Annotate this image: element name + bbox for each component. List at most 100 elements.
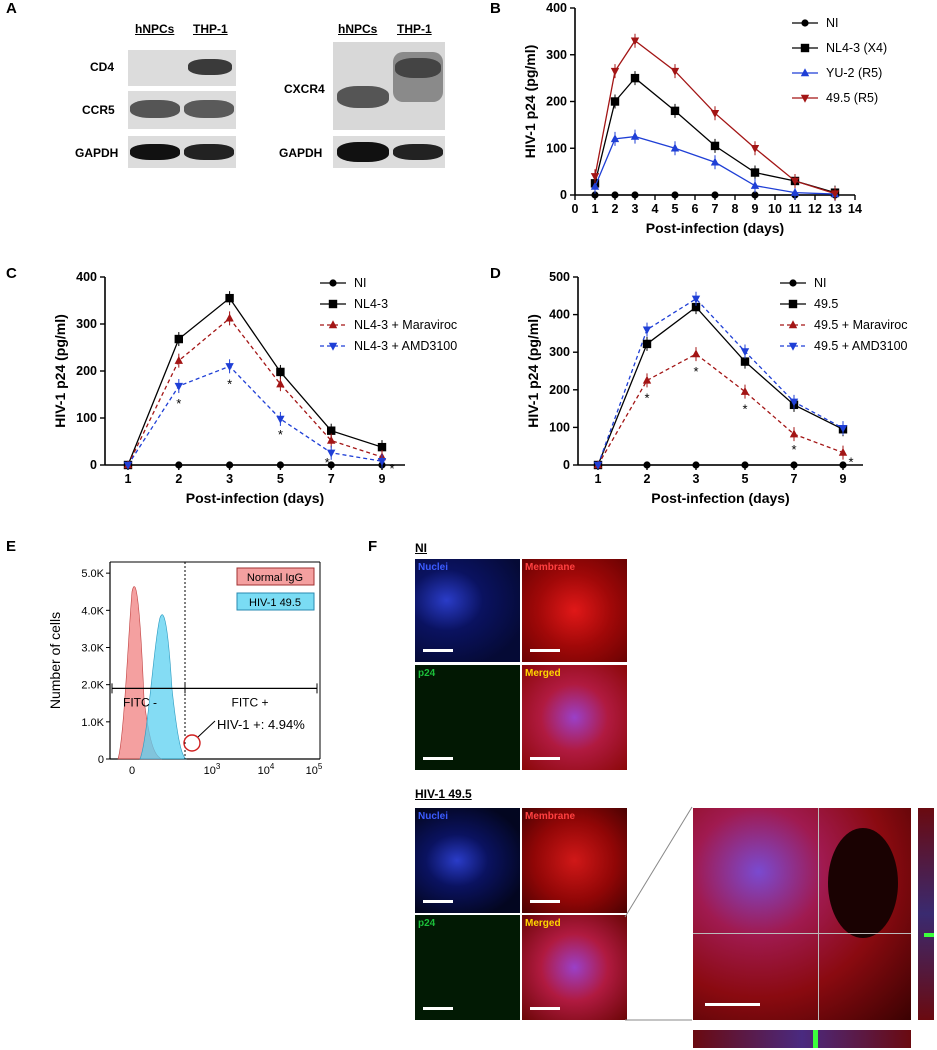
y-tick-label: 0 bbox=[563, 458, 570, 472]
ni-merged-image: Merged bbox=[522, 665, 627, 770]
y-tick-label: 1.0K bbox=[81, 717, 104, 729]
y-tick-label: 300 bbox=[546, 48, 567, 62]
legend-marker bbox=[328, 299, 338, 309]
panel-letter-e: E bbox=[6, 538, 17, 555]
series-line-1 bbox=[127, 297, 383, 466]
blot-ccr5 bbox=[128, 91, 236, 129]
x-tick-label: 9 bbox=[752, 202, 759, 216]
x-tick-label: 5 bbox=[672, 202, 679, 216]
legend-entry: 49.5 + Maraviroc bbox=[814, 318, 907, 332]
x-tick-label: 8 bbox=[732, 202, 739, 216]
y-tick-label: 5.0K bbox=[81, 568, 104, 580]
data-point bbox=[789, 398, 799, 407]
data-point bbox=[838, 424, 848, 433]
y-tick-label: 100 bbox=[76, 411, 97, 425]
histogram-hiv bbox=[139, 614, 187, 760]
data-point bbox=[610, 134, 620, 143]
zoomed-merged-image bbox=[693, 808, 911, 1020]
x-tick-label: 4 bbox=[652, 202, 659, 216]
data-point bbox=[790, 461, 798, 469]
blot-gapdh-2 bbox=[333, 136, 445, 168]
group-hiv-label: HIV-1 49.5 bbox=[415, 787, 472, 801]
group-ni-label: NI bbox=[415, 541, 427, 555]
series-line-1 bbox=[597, 306, 844, 466]
series-line-2 bbox=[594, 135, 836, 195]
legend-entry: NI bbox=[814, 276, 827, 290]
legend-marker bbox=[801, 19, 809, 27]
panel-letter-b: B bbox=[490, 0, 501, 17]
x-tick-label: 103 bbox=[204, 762, 221, 777]
data-point bbox=[611, 191, 619, 199]
blot-row-cd4: CD4 bbox=[90, 60, 115, 74]
ni-nuclei-label: Nuclei bbox=[418, 562, 449, 573]
hiv-membrane-label: Membrane bbox=[525, 811, 576, 822]
blot-row-ccr5: CCR5 bbox=[82, 103, 115, 117]
z-stack-side-view bbox=[918, 808, 934, 1020]
hiv-membrane-image: Membrane bbox=[522, 808, 627, 913]
x-tick-label: 9 bbox=[379, 472, 386, 486]
y-tick-label: 500 bbox=[549, 270, 570, 284]
ni-p24-label: p24 bbox=[418, 668, 436, 679]
data-point bbox=[790, 177, 800, 186]
data-point bbox=[642, 339, 652, 349]
data-point bbox=[225, 363, 234, 371]
x-tick-label: 2 bbox=[612, 202, 619, 216]
hiv-p24-label: p24 bbox=[418, 918, 436, 929]
data-point bbox=[610, 97, 620, 106]
data-point bbox=[630, 73, 640, 83]
data-point bbox=[670, 67, 680, 76]
x-tick-label: 7 bbox=[712, 202, 719, 216]
positive-percentage: HIV-1 +: 4.94% bbox=[217, 717, 305, 732]
legend-marker bbox=[800, 68, 810, 77]
y-tick-label: 0 bbox=[98, 754, 104, 766]
y-tick-label: 400 bbox=[549, 308, 570, 322]
y-axis-label: HIV-1 p24 (pg/ml) bbox=[52, 314, 68, 428]
blot-col-hnpcs-2: hNPCs bbox=[338, 22, 378, 36]
series-line-3 bbox=[594, 39, 836, 195]
x-tick-label: 11 bbox=[788, 202, 801, 216]
data-point bbox=[830, 190, 840, 199]
data-point bbox=[610, 67, 620, 76]
data-point bbox=[225, 313, 234, 322]
legend-marker bbox=[328, 342, 338, 351]
series-line-3 bbox=[127, 365, 383, 466]
data-point bbox=[123, 461, 133, 470]
ni-nuclei-image: Nuclei bbox=[415, 559, 520, 662]
data-point bbox=[174, 334, 183, 344]
data-point bbox=[710, 157, 720, 166]
x-tick-label: 10 bbox=[768, 202, 782, 216]
x-tick-label: 1 bbox=[595, 472, 602, 486]
legend-marker bbox=[788, 342, 798, 351]
blot-row-cxcr4: CXCR4 bbox=[284, 82, 325, 96]
data-point bbox=[741, 461, 749, 469]
data-point bbox=[670, 143, 680, 152]
data-point bbox=[839, 461, 847, 469]
y-tick-label: 4.0K bbox=[81, 605, 104, 617]
y-tick-label: 400 bbox=[546, 1, 567, 15]
x-tick-label: 12 bbox=[808, 202, 822, 216]
x-tick-label: 6 bbox=[692, 202, 699, 216]
data-point bbox=[750, 168, 760, 177]
z-stack-bottom-view bbox=[693, 1030, 911, 1048]
data-point bbox=[590, 181, 600, 190]
hiv-nuclei-label: Nuclei bbox=[418, 811, 449, 822]
data-point bbox=[174, 355, 183, 364]
data-point bbox=[377, 442, 387, 452]
x-tick-label: 0 bbox=[129, 765, 135, 777]
y-tick-label: 0 bbox=[90, 458, 97, 472]
y-tick-label: 3.0K bbox=[81, 642, 104, 654]
significance-star: * bbox=[791, 442, 796, 457]
legend-entry: YU-2 (R5) bbox=[826, 66, 882, 80]
x-tick-label: 2 bbox=[175, 472, 182, 486]
x-tick-label: 3 bbox=[693, 472, 700, 486]
data-point bbox=[630, 131, 640, 140]
positive-event-circle bbox=[183, 734, 201, 752]
data-point bbox=[590, 173, 600, 181]
hiv-nuclei-image: Nuclei bbox=[415, 808, 520, 913]
data-point bbox=[740, 386, 750, 395]
data-point bbox=[750, 180, 760, 189]
significance-star: * bbox=[176, 396, 181, 411]
data-point bbox=[327, 435, 336, 444]
panel-letter-a: A bbox=[6, 0, 17, 17]
x-tick-label: 14 bbox=[848, 202, 862, 216]
